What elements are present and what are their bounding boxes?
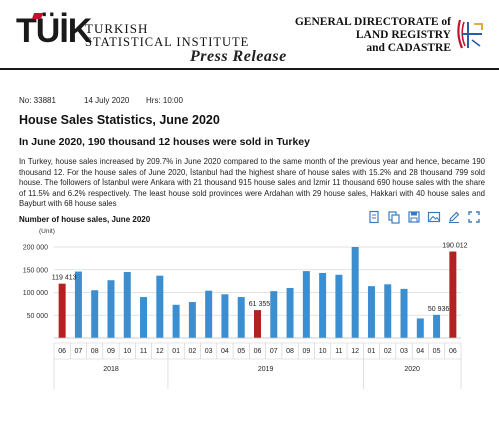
press-release-title: Press Release [190,48,287,65]
document-icon[interactable] [367,210,381,224]
x-tick-label: 01 [172,348,180,355]
x-tick-label: 11 [335,348,342,355]
data-label: 119 413 [52,275,77,282]
bar [367,286,375,338]
x-tick-label: 02 [384,348,392,355]
expand-icon[interactable] [467,210,481,224]
bar [254,310,261,338]
save-icon[interactable] [407,210,421,224]
x-tick-label: 09 [107,348,115,355]
x-tick-label: 04 [221,348,229,355]
edit-icon[interactable] [447,210,461,224]
bar [400,288,408,338]
y-tick-label: 100 000 [23,290,48,297]
org-left-line2: STATISTICAL INSTITUTE [85,35,250,49]
bar [384,284,392,338]
bar [433,314,441,338]
x-tick-label: 11 [140,348,147,355]
x-tick-label: 01 [368,348,376,355]
tkgm-logo-icon [457,19,483,49]
bar [74,271,82,338]
bar [205,290,213,338]
x-tick-label: 10 [319,348,327,355]
y-tick-label: 50 000 [27,313,49,320]
x-tick-label: 06 [449,348,457,355]
x-tick-label: 12 [351,348,359,355]
release-hours: Hrs: 10:00 [146,96,183,105]
copy-icon[interactable] [387,210,401,224]
bar [107,280,115,338]
x-tick-label: 03 [400,348,408,355]
x-tick-label: 06 [254,348,262,355]
x-tick-label: 09 [302,348,310,355]
data-label: 50 936 [428,306,450,313]
bar [335,274,343,338]
tuik-logo: TÜİK [16,12,92,50]
x-tick-label: 03 [205,348,213,355]
org-right-line3: and CADASTRE [366,42,451,54]
y-tick-label: 150 000 [23,267,48,274]
page-header: TÜİK TURKISH STATISTICAL INSTITUTE GENER… [0,0,499,68]
x-tick-label: 08 [91,348,99,355]
data-label: 61 355 [249,301,271,308]
bar [237,297,245,338]
x-tick-label: 10 [123,348,131,355]
chart-unit-label: (Unit) [39,228,55,235]
data-label: 190 012 [442,243,467,250]
bar [302,271,310,338]
image-icon[interactable] [427,210,441,224]
header-divider [0,68,499,70]
y-tick-label: 200 000 [23,245,48,252]
x-tick-label: 07 [75,348,83,355]
x-tick-label: 05 [237,348,245,355]
bar [270,291,278,338]
bar [449,251,457,338]
bar [221,294,229,338]
x-tick-label: 12 [156,348,164,355]
x-tick-label: 04 [416,348,424,355]
org-right-name: GENERAL DIRECTORATE of LAND REGISTRY and… [295,16,451,55]
bar [416,318,424,338]
bar [156,275,164,338]
bar [91,290,99,338]
x-tick-label: 07 [270,348,278,355]
org-right-line2: LAND REGISTRY [355,29,451,41]
bar [140,297,148,338]
release-date: 14 July 2020 [84,96,130,105]
bar [188,302,196,338]
org-left-line1: TURKISH [85,21,149,36]
bar [58,283,66,338]
page-subtitle: In June 2020, 190 thousand 12 houses wer… [19,136,310,148]
release-number: No: 33881 [19,96,56,105]
year-label: 2019 [258,366,274,373]
bar [123,272,131,338]
x-tick-label: 05 [433,348,441,355]
bar [172,304,180,338]
x-tick-label: 02 [188,348,196,355]
bar [351,247,359,338]
org-right-line1: GENERAL DIRECTORATE of [294,16,451,28]
year-label: 2018 [103,366,119,373]
summary-paragraph: In Turkey, house sales increased by 209.… [19,157,485,209]
x-tick-label: 06 [58,348,66,355]
bar [319,272,327,338]
x-tick-label: 08 [286,348,294,355]
chart-title: Number of house sales, June 2020 [19,215,151,224]
page-title: House Sales Statistics, June 2020 [19,113,220,127]
bar [286,287,294,338]
house-sales-chart: 50 000 100 000 150 000 200 000 119 413 61 355… [23,243,468,389]
year-label: 2020 [404,366,420,373]
